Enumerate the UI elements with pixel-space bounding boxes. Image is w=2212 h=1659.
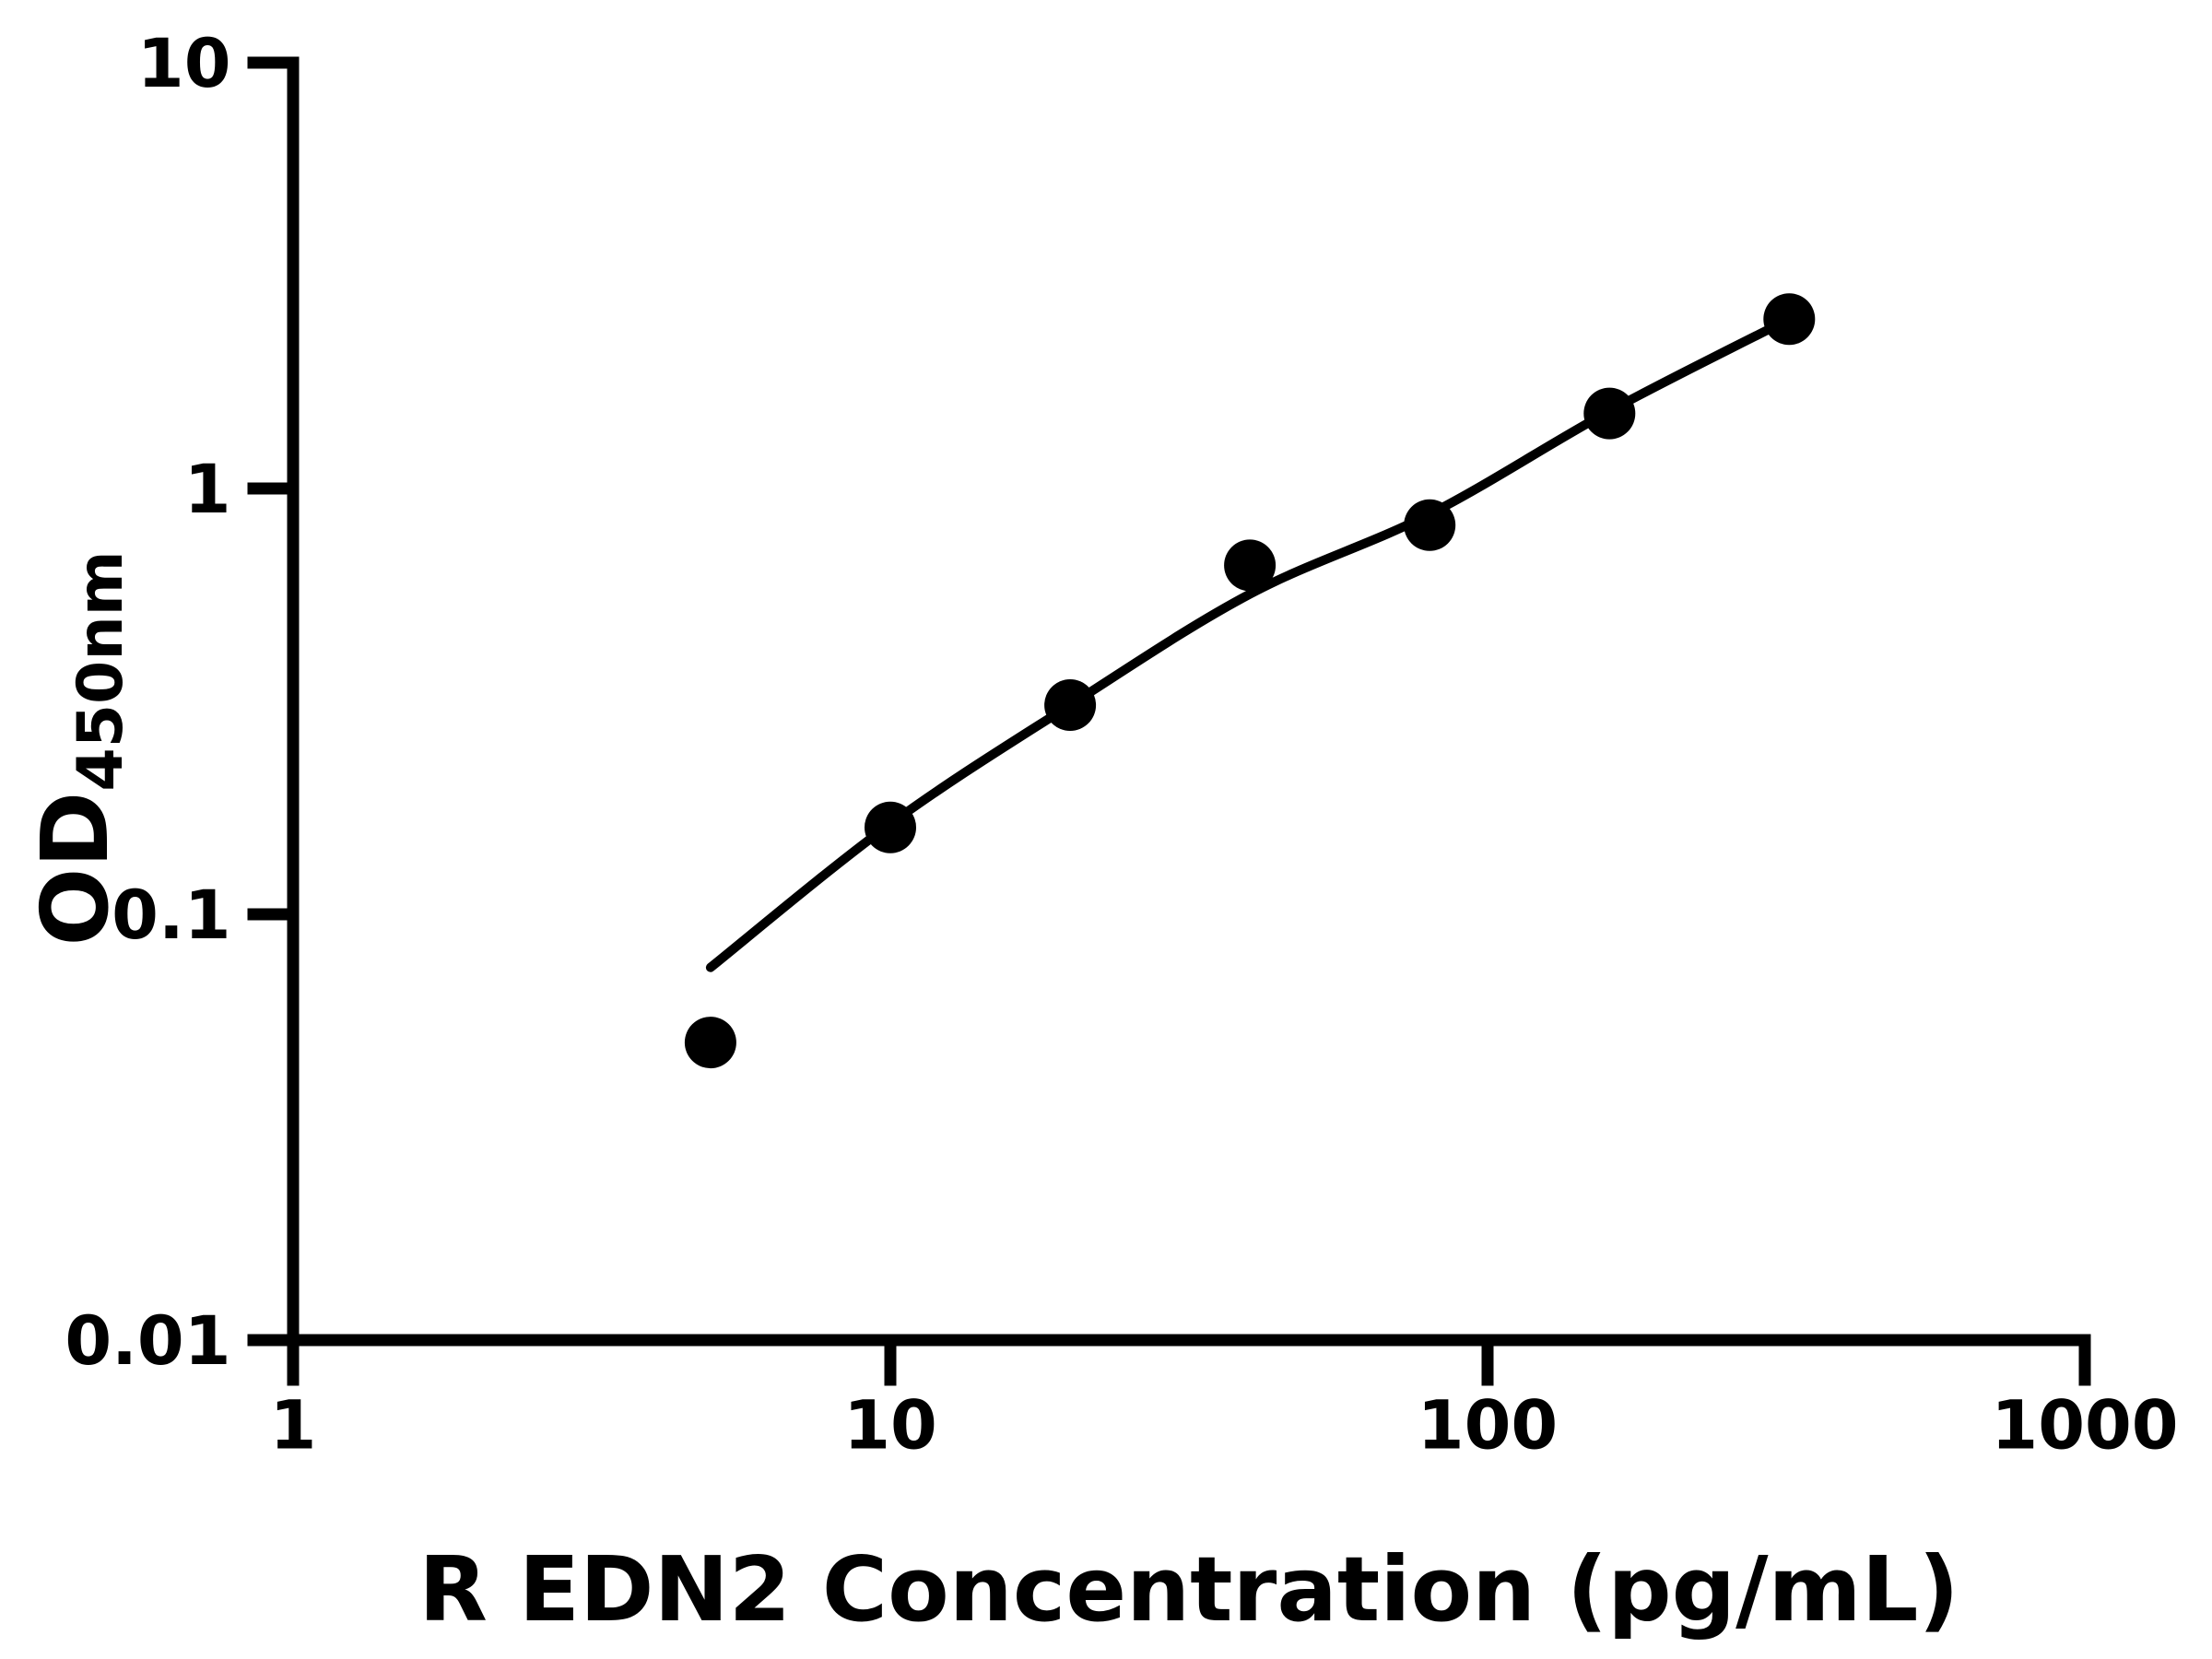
x-tick-label: 1 (270, 1387, 317, 1465)
y-tick-label: 10 (137, 25, 231, 103)
x-tick-label: 10 (843, 1387, 937, 1465)
data-point (684, 1017, 736, 1069)
x-tick-label: 1000 (1991, 1387, 2178, 1465)
data-point (1044, 679, 1097, 731)
data-point (1404, 499, 1456, 551)
y-tick-label: 0.1 (112, 877, 230, 955)
y-tick-label: 0.01 (65, 1302, 230, 1381)
tick-marks (247, 56, 2091, 1386)
data-point (1583, 387, 1636, 440)
data-point (865, 801, 916, 853)
y-axis-title: OD450nm (21, 550, 137, 946)
y-axis-title-main: OD (21, 792, 129, 947)
axes (287, 56, 2091, 1347)
data-point (1763, 293, 1816, 346)
data-point (1224, 539, 1277, 592)
x-tick-label: 100 (1418, 1387, 1558, 1465)
axis-spines (287, 56, 2091, 1347)
x-axis-title: R EDN2 Concentration (pg/mL) (418, 1537, 1959, 1641)
data-series (684, 293, 1816, 1069)
tick-labels: 10 1 0.1 0.01 1 10 100 1000 (65, 25, 2178, 1465)
y-tick-label: 1 (184, 451, 231, 529)
y-axis-title-subscript: 450nm (65, 550, 137, 791)
